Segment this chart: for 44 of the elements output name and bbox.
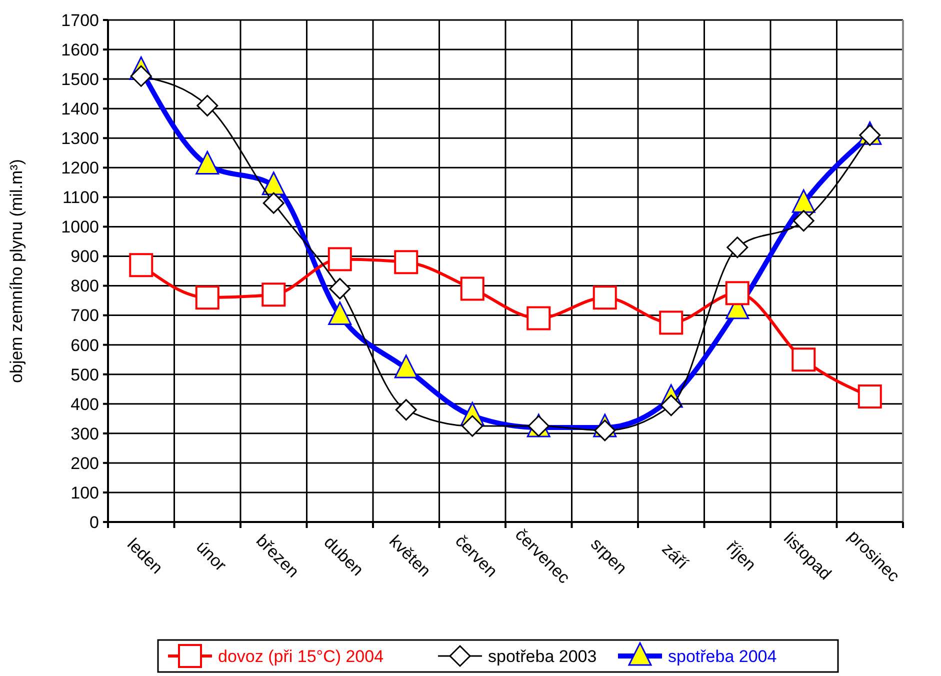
point	[460, 276, 484, 301]
point	[196, 94, 218, 116]
point	[594, 420, 616, 442]
legend-label: spotřeba 2004	[668, 646, 777, 666]
legend-label: dovoz (při 15°C) 2004	[218, 646, 384, 666]
point	[659, 310, 684, 335]
point	[592, 286, 617, 310]
point	[130, 65, 152, 87]
point	[195, 286, 220, 310]
y-tick-label: 1700	[61, 10, 99, 30]
point	[395, 399, 417, 421]
y-tick-label: 100	[70, 483, 99, 502]
y-axis-title: objem zemního plynu (mil.m³)	[7, 159, 26, 383]
y-tick-label: 500	[70, 365, 99, 384]
y-tick-label: 1200	[61, 158, 99, 178]
legend-label: spotřeba 2003	[488, 646, 597, 666]
point	[262, 282, 286, 307]
point	[526, 306, 551, 330]
point	[660, 394, 682, 416]
y-tick-label: 1000	[61, 218, 99, 237]
y-tick-label: 1300	[61, 129, 99, 148]
point	[262, 192, 284, 214]
y-tick-label: 600	[70, 336, 99, 355]
y-tick-label: 300	[70, 424, 99, 444]
point	[394, 250, 418, 274]
y-tick-label: 900	[70, 247, 99, 266]
point	[329, 278, 351, 300]
y-tick-label: 1500	[61, 70, 99, 90]
point	[462, 415, 484, 437]
y-tick-label: 200	[70, 454, 99, 473]
point	[725, 281, 750, 306]
x-tick-label: únor	[192, 537, 230, 576]
y-tick-label: 1400	[61, 100, 99, 119]
point	[129, 253, 154, 278]
y-tick-label: 0	[90, 512, 99, 532]
y-tick-label: 1600	[61, 40, 99, 60]
y-tick-label: 700	[70, 306, 99, 326]
point	[858, 384, 882, 408]
y-tick-label: 400	[70, 394, 99, 414]
point	[792, 348, 816, 372]
y-tick-label: 1100	[62, 188, 99, 208]
x-tick-label: září	[658, 539, 692, 574]
y-tick-label: 800	[70, 276, 99, 296]
point	[328, 247, 352, 272]
